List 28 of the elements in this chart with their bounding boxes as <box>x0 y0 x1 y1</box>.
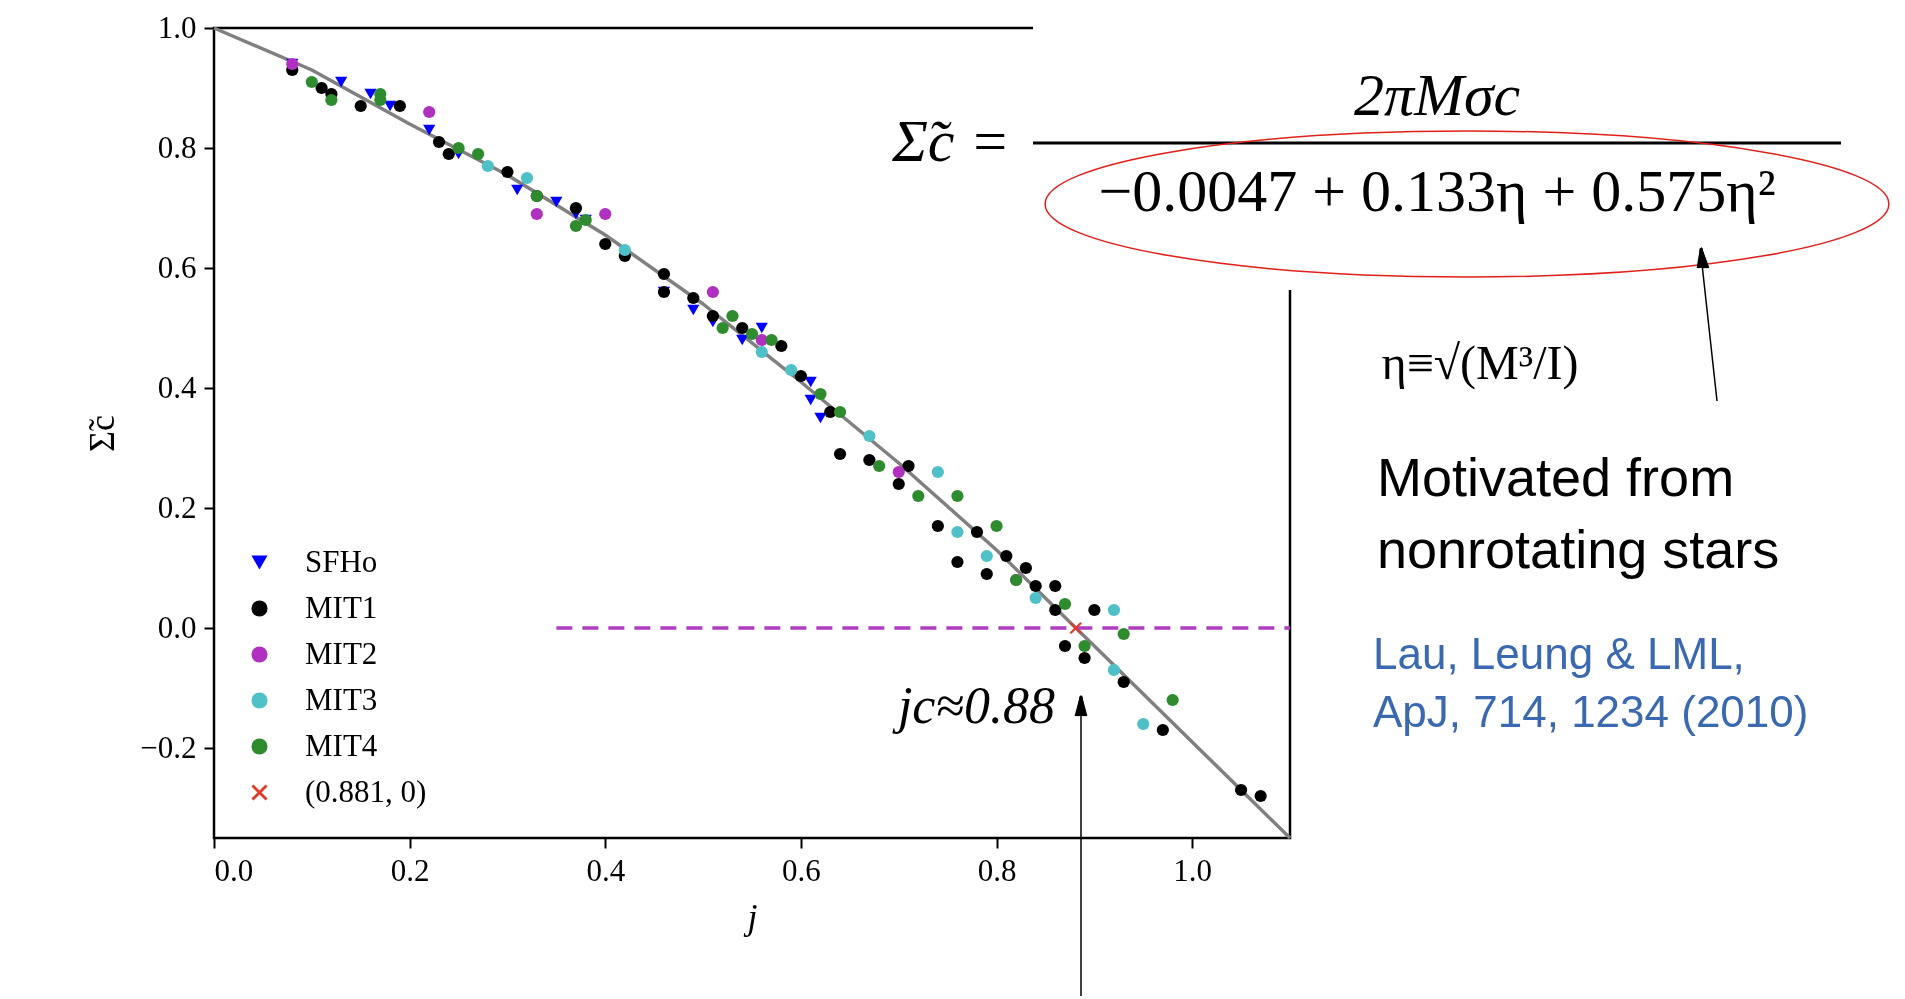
legend-label: MIT1 <box>305 589 378 625</box>
annotation: −0.0047 + 0.133η + 0.575η² <box>1098 158 1776 224</box>
y-tick-label: 1.0 <box>157 9 197 45</box>
text: Motivated from nonrotating stars <box>1377 447 1780 579</box>
y-tick-label: 0.8 <box>157 129 197 165</box>
y-tick-label: −0.2 <box>140 729 197 765</box>
y-tick-label: 0.6 <box>157 249 197 285</box>
annotation: Σ̃c = <box>891 108 1010 174</box>
x-tick-label: 0.8 <box>977 852 1017 888</box>
legend-label: SFHo <box>305 543 378 579</box>
x-tick-label: 0.6 <box>782 852 821 888</box>
legend-label: MIT4 <box>305 727 378 763</box>
y-tick-label: 0.0 <box>157 609 197 645</box>
text: η≡√(M³/I) <box>1381 336 1579 390</box>
x-tick-label: 0.0 <box>214 852 254 888</box>
legend-label: MIT2 <box>305 635 378 671</box>
legend-label: (0.881, 0) <box>305 773 427 809</box>
x-tick-label: 0.2 <box>390 852 430 888</box>
legend-label: MIT3 <box>305 681 378 717</box>
y-tick-label: 0.4 <box>157 369 197 405</box>
text: Lau, Leung & LML, ApJ, 714, 1234 (2010) <box>1373 629 1809 736</box>
y-axis-title: Σ̃c <box>82 415 123 452</box>
x-tick-label: 1.0 <box>1173 852 1213 888</box>
text: 2πMσc <box>1353 62 1521 128</box>
x-tick-label: 0.4 <box>586 852 626 888</box>
x-axis-title: j <box>743 896 758 937</box>
annotation: jc≈0.88 <box>891 677 1055 734</box>
y-tick-label: 0.2 <box>157 489 197 525</box>
